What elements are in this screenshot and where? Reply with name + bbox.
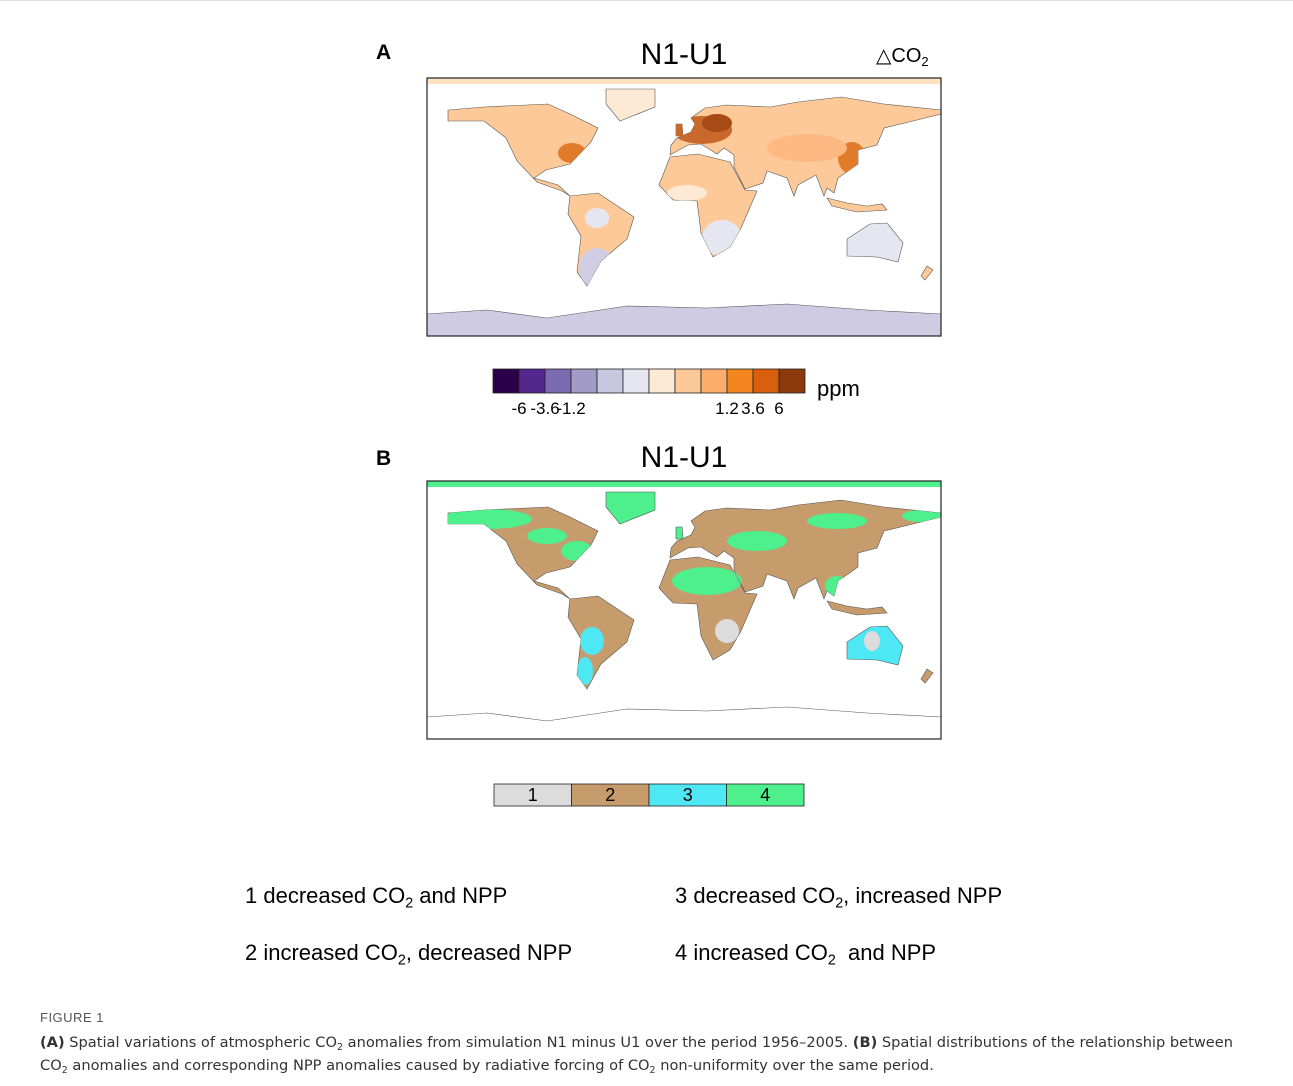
region-patch — [715, 619, 739, 643]
text: , decreased NPP — [406, 940, 572, 965]
panel-title: N1-U1 — [641, 40, 728, 70]
colorbar-swatch — [597, 369, 623, 393]
colorbar-tick-label: 3.6 — [741, 400, 765, 417]
region-patch — [527, 528, 567, 544]
colorbar-swatch — [571, 369, 597, 393]
colorbar-swatch — [623, 369, 649, 393]
page: A N1-U1 △CO2 -6-3.6-1.21.23.66 ppm B N1-… — [0, 0, 1293, 1086]
region-patch — [702, 114, 732, 132]
region-patch — [864, 631, 880, 651]
legend-item: 3 decreased CO2, increased NPP — [675, 885, 1002, 907]
text: 2 increased CO — [245, 940, 398, 965]
region-patch — [767, 134, 847, 162]
subscript: 2 — [828, 952, 836, 968]
colorbar-unit: ppm — [817, 378, 860, 400]
map — [427, 481, 942, 739]
colorbar-tick-label: -6 — [511, 400, 526, 417]
caption-text: (A) — [40, 1034, 65, 1051]
figure — [0, 0, 1293, 1000]
legend-item: 2 increased CO2, decreased NPP — [245, 942, 572, 964]
colorbar-swatch — [753, 369, 779, 393]
caption: (A) Spatial variations of atmospheric CO… — [40, 1031, 1265, 1077]
region-patch — [727, 531, 787, 551]
caption-text: Spatial variations of atmospheric CO — [65, 1034, 337, 1051]
legend-box-label: 4 — [760, 786, 770, 804]
panel-title: N1-U1 — [641, 443, 728, 473]
colorbar-swatch — [649, 369, 675, 393]
colorbar-swatch — [727, 369, 753, 393]
caption-text: non-uniformity over the same period. — [656, 1057, 934, 1074]
colorbar-tick-label: -1.2 — [556, 400, 585, 417]
legend-item: 1 decreased CO2 and NPP — [245, 885, 507, 907]
polar-strip — [427, 78, 941, 84]
colorbar-swatch — [545, 369, 571, 393]
colorbar-swatch — [701, 369, 727, 393]
legend-item: 4 increased CO2 and NPP — [675, 942, 936, 964]
subscript: 2 — [921, 54, 928, 69]
polar-strip — [427, 481, 941, 487]
region-patch — [580, 627, 604, 655]
subscript: 2 — [398, 952, 406, 968]
text: , increased NPP — [843, 883, 1002, 908]
panel-label: B — [376, 448, 391, 469]
map — [427, 78, 941, 336]
colorbar-swatch — [675, 369, 701, 393]
legend-box-label: 1 — [528, 786, 538, 804]
text: and NPP — [413, 883, 507, 908]
variable-symbol: △CO — [876, 45, 921, 67]
region-patch — [807, 513, 867, 529]
subscript: 2 — [835, 895, 843, 911]
legend-box-label: 2 — [605, 786, 615, 804]
colorbar-swatch — [779, 369, 805, 393]
land — [676, 527, 683, 539]
text: and NPP — [836, 940, 936, 965]
caption-text: anomalies from simulation N1 minus U1 ov… — [343, 1034, 853, 1051]
colorbar-swatch — [519, 369, 545, 393]
text: 1 decreased CO — [245, 883, 405, 908]
variable-label: △CO2 — [876, 46, 929, 66]
subscript: 2 — [405, 895, 413, 911]
caption-text: (B) — [853, 1034, 877, 1051]
legend-box-label: 3 — [683, 786, 693, 804]
colorbar-tick-label: 6 — [774, 400, 783, 417]
colorbar-tick-label: 1.2 — [715, 400, 739, 417]
region-patch — [667, 185, 707, 201]
text: 4 increased CO — [675, 940, 828, 965]
caption-text: anomalies and corresponding NPP anomalie… — [68, 1057, 650, 1074]
region-patch — [585, 208, 609, 228]
colorbar-swatch — [493, 369, 519, 393]
panel-label: A — [376, 42, 391, 63]
caption-label: FIGURE 1 — [40, 1010, 104, 1025]
text: 3 decreased CO — [675, 883, 835, 908]
region-patch — [672, 567, 742, 595]
colorbar-tick-label: -3.6 — [530, 400, 559, 417]
